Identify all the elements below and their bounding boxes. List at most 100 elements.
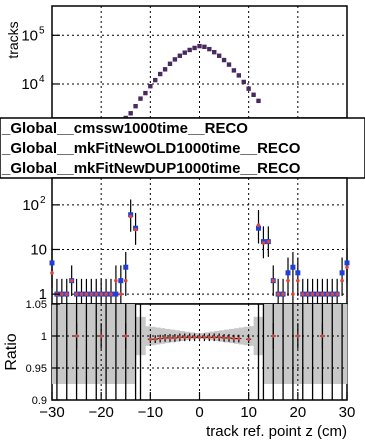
- top-point-14: [192, 45, 197, 51]
- mid-y-tick-label-2: 10: [22, 197, 39, 214]
- mid-y-tick-exp-2: 2: [40, 195, 46, 206]
- ratio-band-seg-34: [219, 330, 225, 342]
- ratio-band-seg-59: [342, 304, 348, 384]
- ratio-point-4: [153, 337, 157, 341]
- ratio-band-seg-47: [283, 304, 289, 384]
- mid-point-red-13: [114, 278, 118, 283]
- x-tick-label-1: −20: [88, 404, 113, 421]
- top-point-26: [251, 92, 256, 97]
- ratio-band-seg-50: [297, 304, 304, 384]
- top-point-11: [177, 53, 183, 58]
- ratio-band-seg-2: [61, 304, 68, 384]
- ratio-point-14: [202, 335, 207, 339]
- ratio-point-3: [148, 337, 152, 341]
- ratio-band-seg-5: [76, 304, 82, 384]
- ratio-y-tick-label-2: 0.95: [26, 363, 47, 375]
- top-point-16: [202, 44, 207, 50]
- legend-box: [0, 117, 365, 179]
- ratio-y-ticks: 1.05 1 0.95 0.9: [26, 299, 60, 407]
- top-point-5: [148, 84, 153, 89]
- x-tick-label-3: 0: [195, 404, 203, 421]
- x-tick-label-4: 10: [240, 404, 257, 421]
- ratio-band-seg-46: [278, 304, 284, 384]
- ratio-point-9: [178, 335, 182, 339]
- ratio-band-seg-44: [268, 304, 274, 384]
- top-point-17: [207, 46, 212, 52]
- top-point-12: [182, 50, 187, 55]
- ratio-band-seg-37: [233, 328, 240, 344]
- top-y-tick-label-0: 10: [21, 27, 38, 44]
- ratio-point-2: [124, 334, 128, 338]
- mid-point-blue-26: [295, 270, 301, 276]
- mid-point-red-15: [123, 278, 128, 283]
- mid-point-blue-15: [123, 264, 129, 270]
- ratio-band-seg-9: [96, 304, 102, 384]
- mid-point-red-3: [64, 292, 69, 296]
- top-point-9: [167, 61, 173, 66]
- ratio-point-8: [173, 336, 177, 340]
- top-point-2: [133, 103, 138, 109]
- ratio-point-23: [271, 334, 275, 338]
- mid-point-blue-18: [256, 225, 261, 231]
- top-point-7: [157, 71, 163, 77]
- top-point-23: [236, 73, 242, 78]
- mid-point-red-29: [310, 292, 315, 296]
- top-panel-grid: [52, 6, 347, 118]
- ratio-band-seg-43: [263, 304, 269, 384]
- mid-point-red-17: [133, 227, 138, 232]
- ratio-point-20: [232, 336, 236, 341]
- mid-point-red-36: [345, 265, 349, 270]
- mid-point-blue-35: [339, 270, 345, 276]
- ratio-point-24: [296, 334, 300, 338]
- ratio-point-18: [222, 336, 226, 340]
- ratio-band-seg-39: [243, 326, 249, 346]
- ratio-point-16: [212, 335, 216, 339]
- legend-entry-1: _Global__mkFitNewOLD1000time__RECO: [1, 140, 301, 157]
- top-point-13: [187, 47, 192, 53]
- ratio-band-seg-12: [111, 304, 117, 384]
- mid-point-red-19: [261, 241, 266, 245]
- top-point-19: [216, 53, 222, 58]
- top-panel-points: [123, 43, 261, 121]
- top-point-18: [212, 49, 217, 55]
- ratio-band-seg-14: [120, 304, 127, 384]
- mid-point-blue-24: [285, 270, 291, 276]
- ratio-band-seg-40: [248, 326, 254, 346]
- ratio-point-1: [99, 334, 103, 338]
- ratio-point-25: [320, 334, 325, 338]
- x-tick-label-6: 30: [339, 404, 356, 421]
- mid-point-red-6: [79, 292, 84, 296]
- ratio-band-seg-33: [214, 330, 220, 342]
- ratio-point-5: [158, 336, 162, 341]
- legend-entry-0: _Global__cmssw1000time__RECO: [1, 120, 248, 137]
- mid-point-blue-0: [49, 260, 55, 266]
- x-tick-label-5: 20: [289, 404, 306, 421]
- mid-point-red-5: [74, 292, 79, 296]
- mid-point-red-4: [69, 278, 74, 283]
- mid-point-blue-14: [118, 278, 124, 284]
- mid-point-red-32: [325, 292, 330, 296]
- mid-point-red-11: [104, 292, 108, 296]
- top-point-15: [197, 43, 202, 49]
- ratio-band-seg-35: [224, 329, 230, 343]
- legend-entry-2: _Global__mkFitNewDUP1000time__RECO: [1, 160, 301, 177]
- mid-point-red-35: [340, 278, 344, 283]
- top-point-25: [246, 86, 251, 91]
- ratio-point-0: [74, 334, 79, 338]
- ratio-band-seg-13: [115, 304, 122, 384]
- top-point-22: [231, 68, 237, 73]
- top-point-4: [143, 90, 148, 96]
- ratio-band-seg-1: [56, 304, 63, 384]
- mid-point-red-18: [256, 223, 261, 228]
- ratio-band-seg-57: [332, 304, 338, 384]
- mid-point-red-27: [300, 292, 305, 296]
- mid-point-blue-25: [290, 264, 296, 270]
- ratio-band-seg-8: [91, 304, 97, 384]
- ratio-point-6: [163, 336, 167, 340]
- mid-point-red-30: [315, 292, 320, 296]
- ratio-band-seg-55: [322, 304, 328, 384]
- mid-point-blue-36: [344, 260, 350, 266]
- mid-point-red-28: [305, 292, 310, 296]
